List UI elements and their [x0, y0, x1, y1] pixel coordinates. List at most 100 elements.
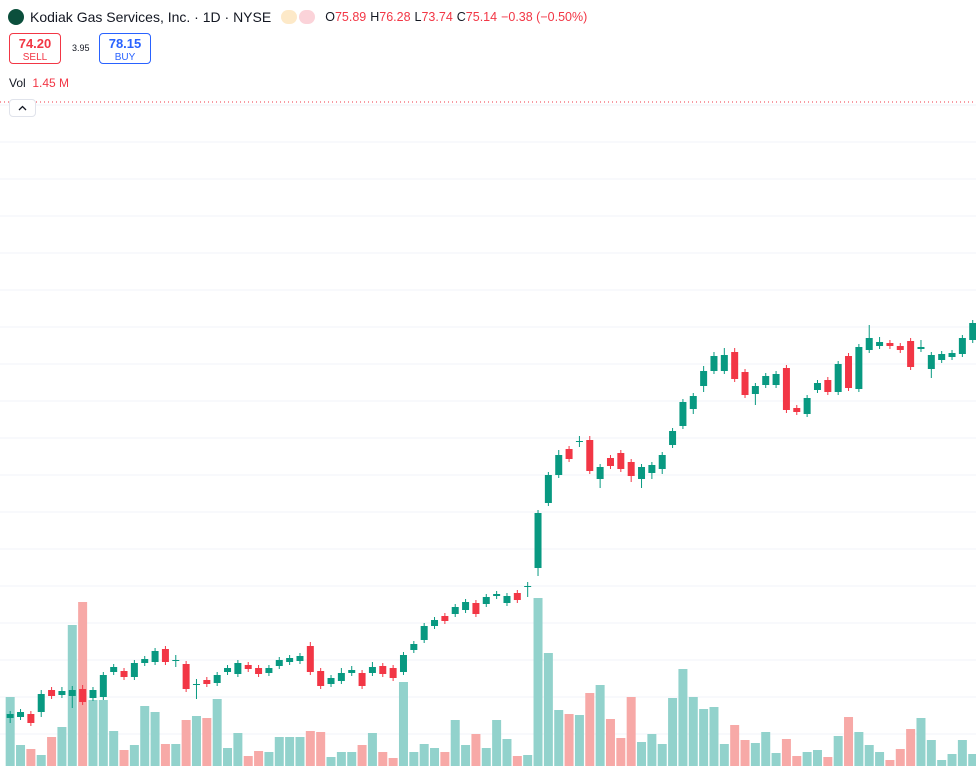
ohlc-label: L: [414, 10, 422, 24]
candle-body: [907, 341, 915, 367]
ohlc-high: H76.28: [370, 10, 410, 24]
candle-body: [224, 668, 232, 672]
candle-body: [120, 671, 128, 677]
volume-bar: [492, 720, 502, 766]
change: −0.38 (−0.50%): [501, 10, 588, 24]
candle-body: [524, 586, 532, 587]
candle-body: [337, 673, 345, 681]
volume-bar: [854, 732, 864, 766]
volume-bar: [709, 707, 719, 766]
candle-body: [886, 343, 894, 346]
candle-body: [679, 402, 687, 426]
candle-body: [192, 684, 200, 685]
candle-body: [399, 655, 407, 672]
volume-bar: [233, 733, 243, 766]
volume-bar: [574, 715, 584, 766]
candle-body: [762, 376, 770, 385]
candle-body: [969, 323, 976, 340]
volume-bar: [585, 693, 595, 766]
sell-button[interactable]: 74.20 SELL: [9, 33, 61, 64]
buy-button[interactable]: 78.15 BUY: [99, 33, 151, 64]
volume-bar: [274, 737, 284, 766]
volume-bar: [57, 727, 67, 766]
volume-bar: [823, 757, 833, 766]
volume-bar: [616, 738, 626, 766]
candle-body: [296, 656, 304, 661]
candle-body: [865, 338, 873, 350]
candle-body: [917, 347, 925, 349]
volume-bar: [285, 737, 295, 766]
candle-body: [689, 396, 697, 409]
candle-body: [544, 475, 552, 503]
candle-body: [58, 691, 66, 695]
candle-body: [431, 620, 439, 626]
volume-bar: [512, 756, 522, 766]
volume-bar: [398, 682, 408, 766]
ohlc-open: O75.89: [325, 10, 366, 24]
candle-body: [161, 649, 169, 662]
candle-body: [420, 626, 428, 640]
volume-bar: [668, 698, 678, 766]
ohlc-value: 75.14: [465, 10, 498, 24]
candle-body: [720, 355, 728, 371]
candle-body: [182, 664, 190, 689]
volume-bar: [875, 752, 885, 766]
sell-label: SELL: [22, 52, 48, 63]
candle-body: [731, 352, 739, 379]
candle-body: [669, 431, 677, 445]
candle-body: [79, 689, 87, 702]
candle-body: [306, 646, 314, 672]
candle-body: [534, 513, 542, 568]
candle-body: [803, 398, 811, 414]
volume-bar: [316, 732, 326, 766]
logo: [8, 9, 24, 25]
volume-bar: [191, 716, 201, 766]
volume-bar: [450, 720, 460, 766]
candle-body: [213, 675, 221, 683]
candle-body: [855, 347, 863, 389]
candle-body: [896, 346, 904, 350]
volume-bar: [564, 714, 574, 766]
volume-bar: [719, 744, 729, 766]
chevron: [18, 105, 27, 111]
volume-bar: [140, 706, 150, 766]
volume-bar: [181, 720, 191, 766]
candle-body: [130, 663, 138, 677]
volume-bar: [605, 719, 615, 766]
volume-bar: [388, 758, 398, 766]
collapse-button[interactable]: [9, 99, 36, 117]
candle-body: [68, 690, 76, 696]
volume-bar: [223, 748, 233, 766]
volume-bar: [523, 755, 533, 766]
candle-body: [389, 668, 397, 678]
candle-body: [482, 597, 490, 604]
volume-bar: [150, 712, 160, 766]
ohlc-value: 76.28: [379, 10, 411, 24]
candle-body: [638, 467, 646, 479]
volume-value: 1.45 M: [32, 76, 70, 90]
ohlc-label: O: [325, 10, 335, 24]
volume-bar: [440, 752, 450, 766]
candle-body: [824, 380, 832, 392]
candle-body: [575, 441, 583, 442]
candle-body: [27, 714, 35, 723]
volume-bar: [367, 733, 377, 766]
volume-bar: [761, 732, 771, 766]
volume-bar: [254, 751, 264, 766]
candle-body: [782, 368, 790, 410]
volume-bar: [968, 754, 976, 766]
candle-body: [286, 658, 294, 662]
volume-bar: [202, 718, 212, 766]
candle-body: [327, 678, 335, 684]
candle-body: [472, 603, 480, 614]
volume-bar: [78, 602, 88, 766]
volume-bar: [895, 749, 905, 766]
volume-bar: [781, 739, 791, 766]
volume-bar: [626, 697, 636, 766]
volume-bar: [937, 760, 947, 766]
volume-bar: [657, 744, 667, 766]
candle-body: [255, 668, 263, 674]
volume-bar: [926, 740, 936, 766]
volume-bar: [419, 744, 429, 766]
spread: 3.95: [72, 43, 90, 53]
